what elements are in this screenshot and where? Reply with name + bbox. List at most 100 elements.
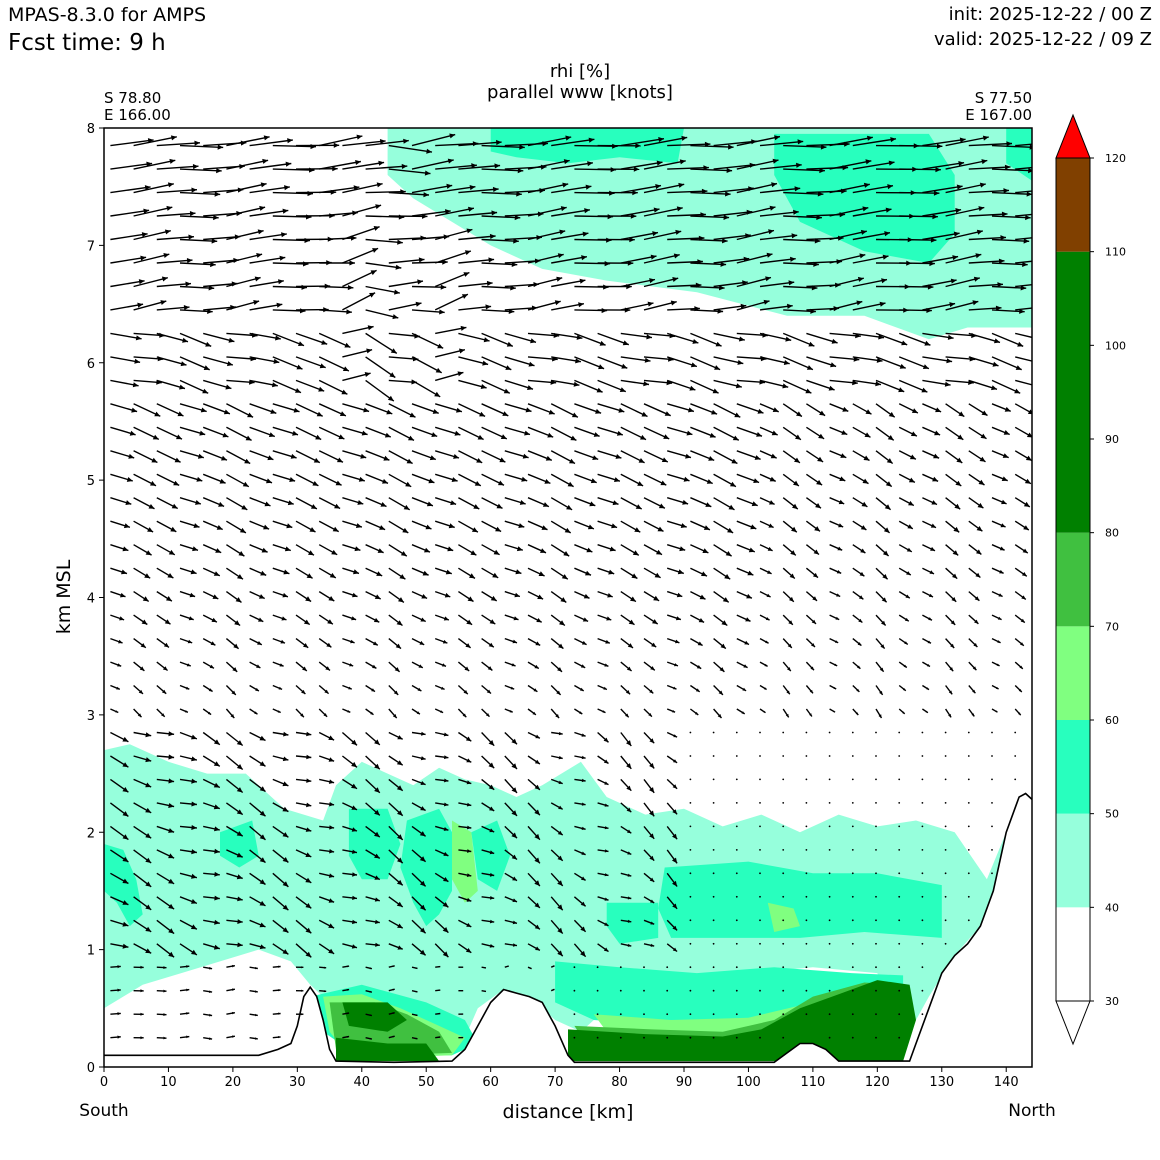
wind-arrowhead [590, 478, 597, 484]
wind-arrowhead [217, 144, 224, 150]
wind-arrowhead [459, 348, 465, 354]
wind-vector [272, 332, 305, 347]
wind-arrowhead [305, 877, 312, 883]
wind-arrowhead [992, 361, 999, 367]
wind-arrowhead [511, 261, 518, 267]
wind-vector [156, 142, 201, 147]
wind-vector [805, 966, 808, 969]
wind-vector [759, 187, 801, 194]
wind-arrowhead [137, 713, 142, 718]
wind-vector [435, 228, 473, 241]
wind-arrowhead [283, 731, 289, 737]
wind-arrowhead [228, 337, 235, 343]
wind-vector [666, 1013, 669, 1016]
y-tick-label: 5 [87, 474, 95, 489]
wind-arrowhead [466, 228, 473, 234]
wind-arrowhead [284, 185, 290, 191]
wind-vector [875, 731, 877, 734]
wind-arrowhead [627, 851, 632, 855]
wind-arrowhead [793, 209, 799, 215]
wind-arrowhead [225, 384, 232, 390]
wind-arrowhead [277, 710, 281, 713]
y-tick-label: 0 [87, 1061, 95, 1076]
wind-vector [527, 300, 561, 311]
terrain-mask [104, 793, 1032, 1067]
wind-arrowhead [573, 381, 580, 387]
wind-arrowhead [395, 643, 401, 649]
rhi-fill-layer [104, 128, 1032, 1062]
wind-vector [295, 332, 328, 345]
wind-arrowhead [930, 237, 937, 243]
wind-arrowhead [256, 253, 263, 258]
wind-arrowhead [443, 616, 449, 621]
wind-vector [783, 191, 824, 195]
wind-arrowhead [200, 407, 207, 413]
wind-arrowhead [209, 1037, 213, 1040]
wind-arrowhead [650, 666, 655, 671]
wind-vector [921, 895, 924, 898]
wind-vector [759, 966, 761, 969]
wind-vector [110, 256, 147, 264]
wind-arrowhead [163, 253, 170, 258]
wind-arrowhead [603, 947, 609, 952]
wind-arrowhead [170, 135, 177, 141]
wind-arrowhead [257, 641, 262, 645]
wind-vector [968, 236, 1007, 241]
wind-arrowhead [419, 880, 426, 887]
wind-arrowhead [635, 143, 641, 149]
wind-arrowhead [465, 643, 471, 648]
wind-arrowhead [734, 412, 741, 418]
wind-vector [736, 135, 781, 147]
wind-vector [945, 136, 989, 147]
wind-arrowhead [241, 504, 248, 510]
wind-arrowhead [860, 229, 867, 235]
wind-arrowhead [284, 546, 291, 552]
wind-arrowhead [557, 950, 563, 957]
wind-arrowhead [397, 239, 403, 245]
wind-arrowhead [672, 277, 679, 282]
wind-arrowhead [1023, 501, 1030, 507]
wind-arrowhead [558, 805, 563, 810]
wind-arrowhead [141, 232, 148, 238]
wind-arrowhead [209, 1013, 213, 1017]
wind-vector [783, 238, 821, 242]
wind-vector [690, 262, 727, 266]
wind-vector [712, 1036, 715, 1039]
wind-vector [388, 144, 433, 153]
wind-vector [735, 825, 738, 828]
wind-arrowhead [763, 687, 767, 690]
wind-arrowhead [511, 763, 517, 769]
rhi-region-20 [342, 1002, 407, 1032]
wind-arrowhead [397, 857, 403, 864]
wind-arrowhead [191, 949, 197, 955]
wind-vector [667, 260, 703, 264]
wind-arrowhead [997, 282, 1003, 288]
wind-arrowhead [604, 922, 609, 926]
wind-vector [898, 919, 901, 922]
wind-arrowhead [971, 713, 975, 717]
wind-vector [759, 778, 761, 781]
wind-vector [735, 989, 738, 992]
wind-vector [179, 191, 221, 196]
wind-arrowhead [1004, 406, 1011, 412]
wind-arrowhead [556, 276, 563, 282]
wind-vector [551, 209, 591, 217]
wind-arrowhead [1014, 388, 1021, 394]
wind-vector [458, 305, 492, 311]
wind-arrowhead [350, 639, 355, 644]
wind-arrowhead [678, 182, 685, 188]
wind-vector [735, 895, 738, 898]
wind-arrowhead [451, 477, 458, 482]
wind-arrowhead [489, 872, 495, 877]
wind-arrowhead [519, 144, 525, 150]
wind-arrowhead [725, 551, 732, 557]
wind-vector [619, 966, 622, 969]
wind-arrowhead [361, 430, 368, 436]
wind-vector [689, 966, 692, 969]
x-tick-label: 50 [418, 1075, 435, 1090]
wind-arrowhead [168, 828, 175, 833]
wind-arrowhead [415, 301, 422, 307]
wind-arrowhead [575, 358, 581, 364]
wind-arrowhead [119, 616, 125, 621]
wind-vector [689, 1013, 692, 1016]
